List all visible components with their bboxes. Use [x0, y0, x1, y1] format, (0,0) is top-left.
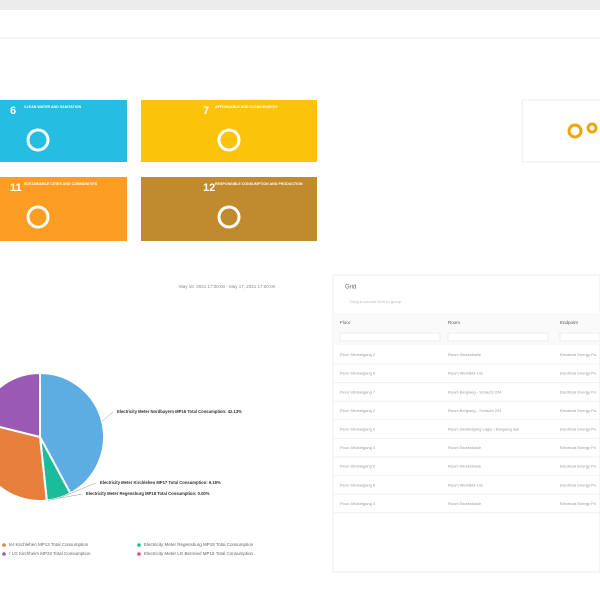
legend-marker — [137, 543, 141, 547]
sdg-tile — [0, 177, 127, 241]
cell: Room Stockstraße — [448, 464, 482, 469]
cell: Electrical Energy Po — [560, 426, 597, 431]
top-bar — [0, 0, 600, 10]
filter-input[interactable] — [447, 332, 549, 342]
slice-value: 0.00% — [198, 491, 210, 496]
leader-line — [46, 493, 83, 501]
legend-marker — [2, 543, 6, 547]
cell: Room Weinfeld 141 — [448, 371, 484, 376]
cell: Floor Strobelgang 7 — [340, 389, 376, 394]
icon — [586, 122, 598, 134]
cell: Electrical Energy Po — [560, 501, 597, 506]
tile-number: 12 — [203, 182, 215, 194]
tile-number: 7 — [203, 105, 209, 117]
cell: Room Weinfeld 141 — [448, 482, 484, 487]
cell: Electrical Energy Po — [560, 464, 597, 469]
pie-slice — [0, 371, 41, 439]
cell: Room Bergweg - Schacht 224 — [448, 408, 502, 413]
cell: Electrical Energy Po — [560, 389, 597, 394]
cell: Floor Strobelgang 6 — [340, 371, 376, 376]
cell: Floor Strobelgang 8 — [340, 482, 376, 487]
slice-name: Electricity Meter Regensburg MP18 Total … — [86, 491, 198, 496]
legend-label: Electricity Meter LG Bernried MP15 Total… — [144, 551, 253, 556]
cell: Electrical Energy Po — [560, 352, 597, 357]
cell: Room Stockstraße — [448, 501, 482, 506]
tile-label: SUSTAINABLE CITIES AND COMMUNITIES — [24, 182, 98, 186]
slice-name: Electricity Meter Nordbayern MP16 Total … — [117, 409, 228, 414]
grid-title: Grid — [345, 285, 356, 291]
filter-input[interactable] — [559, 332, 600, 342]
cell: Floor Strobelgang 4 — [340, 426, 376, 431]
slice-value: 42.13% — [228, 409, 242, 414]
cell: Floor Strobelgang 5 — [340, 464, 376, 469]
tile-icon — [217, 128, 241, 152]
cell: Electrical Energy Po — [560, 371, 597, 376]
legend-marker — [137, 552, 141, 556]
icon — [567, 123, 583, 139]
cell: Room Stockstraße — [448, 352, 482, 357]
slice-label: Electricity Meter Kirchlehen MP17 Total … — [100, 480, 221, 485]
tile-label: RESPONSIBLE CONSUMPTION AND PRODUCTION — [215, 182, 303, 186]
cell: Electrical Energy Po — [560, 445, 597, 450]
date-range[interactable]: May 16, 2021 17:00:00 - May 17, 2021 17:… — [179, 284, 276, 289]
sdg-tile — [141, 177, 317, 241]
slice-label: Electricity Meter Regensburg MP18 Total … — [86, 491, 210, 496]
legend-label: Electricity Meter Regensburg MP18 Total … — [144, 542, 254, 547]
tile-number: 6 — [10, 105, 16, 117]
card — [521, 99, 600, 163]
cell: Floor Strobelgang 3 — [340, 501, 376, 506]
cell: Electrical Energy Po — [560, 482, 597, 487]
sdg-tile — [0, 100, 127, 162]
column-header: Room — [448, 320, 460, 325]
slice-name: Electricity Meter Kirchlehen MP17 Total … — [100, 480, 209, 485]
column-header: Floor — [340, 320, 351, 325]
legend-marker — [2, 552, 6, 556]
tile-label: CLEAN WATER AND SANITATION — [24, 105, 82, 109]
cell: Electrical Energy Po — [560, 408, 597, 413]
slice-label: Electricity Meter Nordbayern MP16 Total … — [117, 409, 242, 414]
tile-icon — [217, 205, 241, 229]
slice-value: 6.18% — [209, 480, 221, 485]
grid-hint: Drag a column here to group — [350, 299, 402, 304]
leader-line — [58, 482, 97, 499]
cell: Room Strobelgang Lager / Bergweg sek — [448, 426, 519, 431]
tile-label: AFFORDABLE AND CLEAN ENERGY — [215, 105, 279, 109]
legend-label: ter Kirchlehen MP13 Total Consumption — [9, 542, 89, 547]
column-header: Endpoint — [560, 320, 579, 325]
cell: Room Stockstraße — [448, 445, 482, 450]
filter-input[interactable] — [339, 332, 441, 342]
tile-icon — [26, 128, 50, 152]
legend-label: r LG Kirchheim MP22 Total Consumption — [9, 551, 91, 556]
cell: Floor Strobelgang 4 — [340, 445, 376, 450]
cell: Room Bergweg - Schacht 224 — [448, 389, 502, 394]
tile-number: 11 — [10, 182, 22, 194]
pie-slice — [0, 425, 48, 502]
leader-line — [101, 411, 114, 422]
cell: Floor Strobelgang 2 — [340, 352, 376, 357]
cell: Floor Strobelgang 2 — [340, 408, 376, 413]
tile-icon — [26, 205, 50, 229]
